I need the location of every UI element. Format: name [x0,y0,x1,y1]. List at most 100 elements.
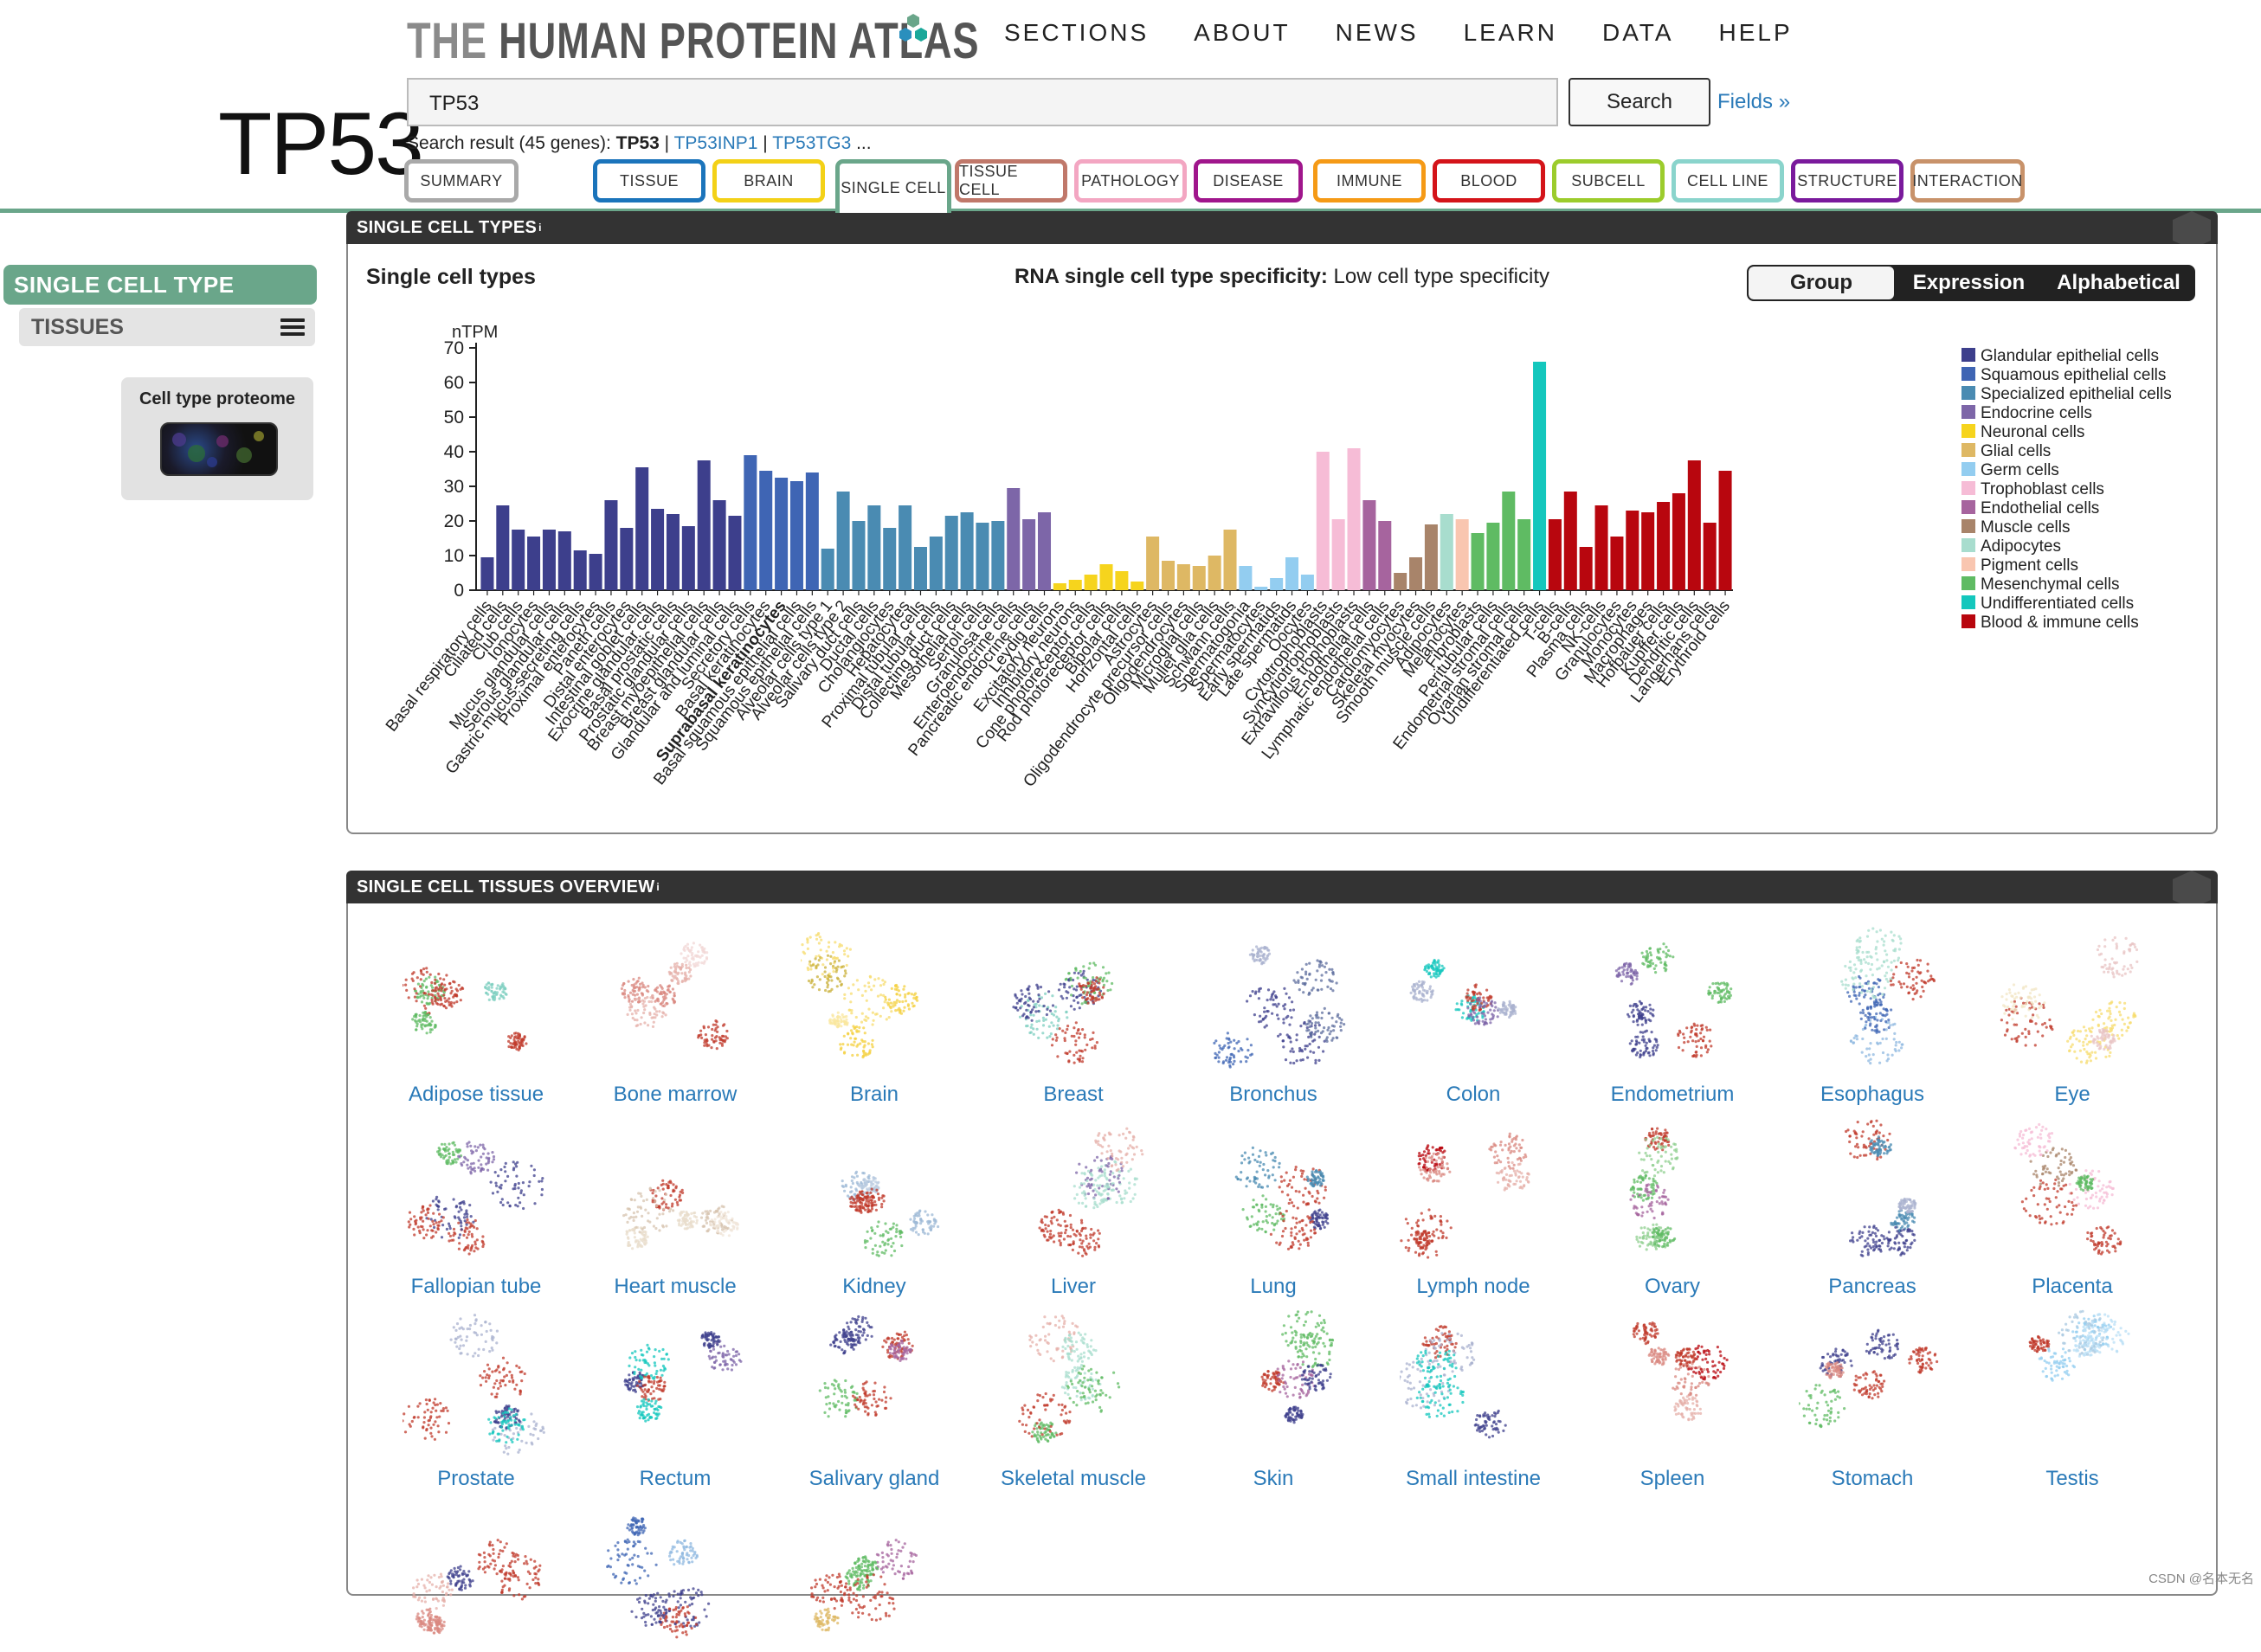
tissue-link[interactable]: Pancreas [1773,1275,1972,1299]
tissue-link[interactable]: Breast [974,1083,1173,1107]
bar[interactable] [1425,524,1438,590]
tissue-card-bronchus[interactable]: Bronchus [1174,924,1373,1107]
tissue-card-stomach[interactable]: Stomach [1773,1308,1972,1491]
umap-plot[interactable] [801,924,948,1071]
tissue-link[interactable]: Placenta [1973,1275,2172,1299]
bar[interactable] [1657,502,1670,590]
tissue-link[interactable]: Lung [1174,1275,1373,1299]
bar[interactable] [1162,561,1175,590]
legend-label[interactable]: Undifferentiated cells [1981,595,2134,613]
umap-plot[interactable] [1200,1116,1347,1263]
bar[interactable] [899,505,911,590]
bar[interactable] [512,530,525,590]
umap-plot[interactable] [1999,1116,2146,1263]
umap-plot[interactable] [1999,1308,2146,1456]
umap-plot[interactable] [1400,924,1547,1071]
umap-plot[interactable] [602,1501,749,1648]
legend-label[interactable]: Pigment cells [1981,556,2078,575]
bar[interactable] [1688,460,1701,590]
bar[interactable] [883,528,896,590]
umap-plot[interactable] [403,1116,550,1263]
tissue-link[interactable]: Liver [974,1275,1173,1299]
bar[interactable] [1239,566,1252,590]
bar[interactable] [635,467,648,590]
bar[interactable] [1254,587,1267,590]
bar[interactable] [1130,582,1143,590]
bar[interactable] [1348,448,1361,590]
bar[interactable] [1301,575,1314,590]
bar[interactable] [558,531,571,590]
bar[interactable] [914,547,927,590]
bar[interactable] [1285,557,1298,590]
bar[interactable] [1486,523,1499,590]
legend-label[interactable]: Endocrine cells [1981,404,2092,422]
umap-plot[interactable] [602,1308,749,1456]
legend-label[interactable]: Glial cells [1981,442,2051,460]
tissue-link[interactable]: Rectum [576,1467,775,1491]
bar[interactable] [1533,362,1546,590]
bar[interactable] [1456,519,1469,590]
bar[interactable] [1115,571,1128,590]
info-icon[interactable]: i [656,881,660,893]
tissue-card-brain[interactable]: Brain [775,924,974,1107]
tissue-card-spleen[interactable]: Spleen [1573,1308,1772,1491]
bar[interactable] [620,528,633,590]
bar[interactable] [1719,471,1732,590]
bar[interactable] [1409,557,1422,590]
umap-plot[interactable] [602,1116,749,1263]
umap-plot[interactable] [801,1501,948,1648]
bar[interactable] [1564,492,1577,590]
bar[interactable] [1440,514,1453,590]
tissue-link[interactable]: Fallopian tube [377,1275,576,1299]
bar[interactable] [1022,519,1035,590]
bar[interactable] [1038,512,1051,590]
bar[interactable] [1641,512,1654,590]
legend-label[interactable]: Neuronal cells [1981,423,2084,441]
bar[interactable] [945,516,958,590]
tissue-card-rectum[interactable]: Rectum [576,1308,775,1491]
tissue-link[interactable]: Salivary gland [775,1467,974,1491]
bar[interactable] [496,505,509,590]
bar[interactable] [930,537,943,590]
legend-label[interactable]: Glandular epithelial cells [1981,347,2159,365]
legend-label[interactable]: Muscle cells [1981,518,2070,537]
bar[interactable] [574,550,587,590]
bar[interactable] [1580,547,1593,590]
tissue-card-eye[interactable]: Eye [1973,924,2172,1107]
legend-label[interactable]: Endothelial cells [1981,499,2099,517]
tissue-card-placenta[interactable]: Placenta [1973,1116,2172,1299]
tissue-card-fallopian-tube[interactable]: Fallopian tube [377,1116,576,1299]
tissue-link[interactable]: Lymph node [1374,1275,1573,1299]
tissue-card-small-intestine[interactable]: Small intestine [1374,1308,1573,1491]
tissue-card-salivary-gland[interactable]: Salivary gland [775,1308,974,1491]
umap-plot[interactable] [1999,924,2146,1071]
umap-plot[interactable] [403,924,550,1071]
tissue-link[interactable]: Skeletal muscle [974,1467,1173,1491]
bar[interactable] [1208,556,1221,590]
tissue-link[interactable]: Ovary [1573,1275,1772,1299]
umap-plot[interactable] [801,1308,948,1456]
bar[interactable] [543,530,556,590]
tissue-card-esophagus[interactable]: Esophagus [1773,924,1972,1107]
umap-plot[interactable] [1799,1116,1946,1263]
tissue-card-bone-marrow[interactable]: Bone marrow [576,924,775,1107]
legend-label[interactable]: Blood & immune cells [1981,614,2139,632]
bar[interactable] [651,509,664,590]
tissue-card-kidney[interactable]: Kidney [775,1116,974,1299]
bar[interactable] [698,460,711,590]
tissue-link[interactable]: Endometrium [1573,1083,1772,1107]
tissue-link[interactable]: Small intestine [1374,1467,1573,1491]
bar[interactable] [775,478,788,590]
umap-plot[interactable] [1799,1308,1946,1456]
tissue-card-ovary[interactable]: Ovary [1573,1116,1772,1299]
umap-plot[interactable] [1200,1308,1347,1456]
bar[interactable] [759,471,772,590]
tissue-card-endometrium[interactable]: Endometrium [1573,924,1772,1107]
bar[interactable] [1069,580,1082,590]
tissue-link[interactable]: Heart muscle [576,1275,775,1299]
bar[interactable] [744,455,757,590]
bar[interactable] [682,526,695,590]
bar[interactable] [589,554,602,590]
tissue-card-pancreas[interactable]: Pancreas [1773,1116,1972,1299]
tissue-link[interactable]: Esophagus [1773,1083,1972,1107]
